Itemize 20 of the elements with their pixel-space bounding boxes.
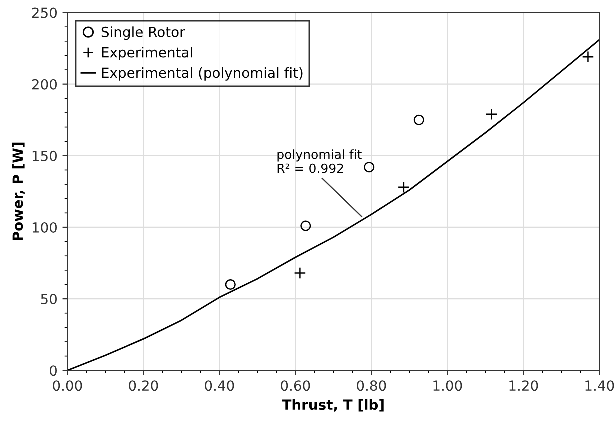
x-tick-label: 0.00: [53, 380, 82, 392]
y-axis-title: Power, P [W]: [12, 142, 25, 240]
x-tick-label: 0.20: [129, 380, 158, 392]
y-tick-label: 150: [32, 150, 58, 162]
x-tick-label: 1.20: [510, 380, 538, 392]
y-tick-label: 100: [32, 222, 58, 233]
x-axis-title: Thrust, T [lb]: [282, 399, 384, 412]
legend-label: Experimental: [102, 47, 192, 60]
y-tick-label: 0: [50, 366, 58, 376]
y-tick-label: 200: [32, 79, 58, 90]
x-tick-label: 1.40: [586, 380, 614, 392]
legend-label: Experimental (polynomial fit): [102, 67, 303, 81]
annotation: polynomial fit R² = 0.992: [278, 150, 362, 174]
legend-label: Single Rotor: [102, 26, 186, 40]
x-tick-label: 1.00: [434, 380, 462, 392]
x-tick-label: 0.40: [205, 380, 234, 392]
y-tick-label: 250: [32, 8, 58, 18]
x-tick-label: 0.60: [281, 380, 310, 392]
y-tick-label: 50: [41, 294, 58, 305]
x-tick-label: 0.80: [357, 380, 386, 392]
